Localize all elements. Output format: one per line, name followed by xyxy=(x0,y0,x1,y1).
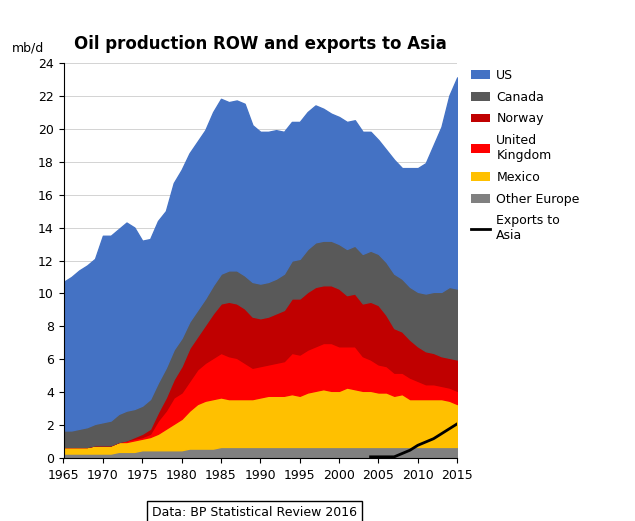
Legend: US, Canada, Norway, United
Kingdom, Mexico, Other Europe, Exports to
Asia: US, Canada, Norway, United Kingdom, Mexi… xyxy=(471,69,580,242)
Title: Oil production ROW and exports to Asia: Oil production ROW and exports to Asia xyxy=(74,34,447,53)
Text: mb/d: mb/d xyxy=(12,42,44,55)
Text: Data: BP Statistical Review 2016: Data: BP Statistical Review 2016 xyxy=(152,506,356,519)
